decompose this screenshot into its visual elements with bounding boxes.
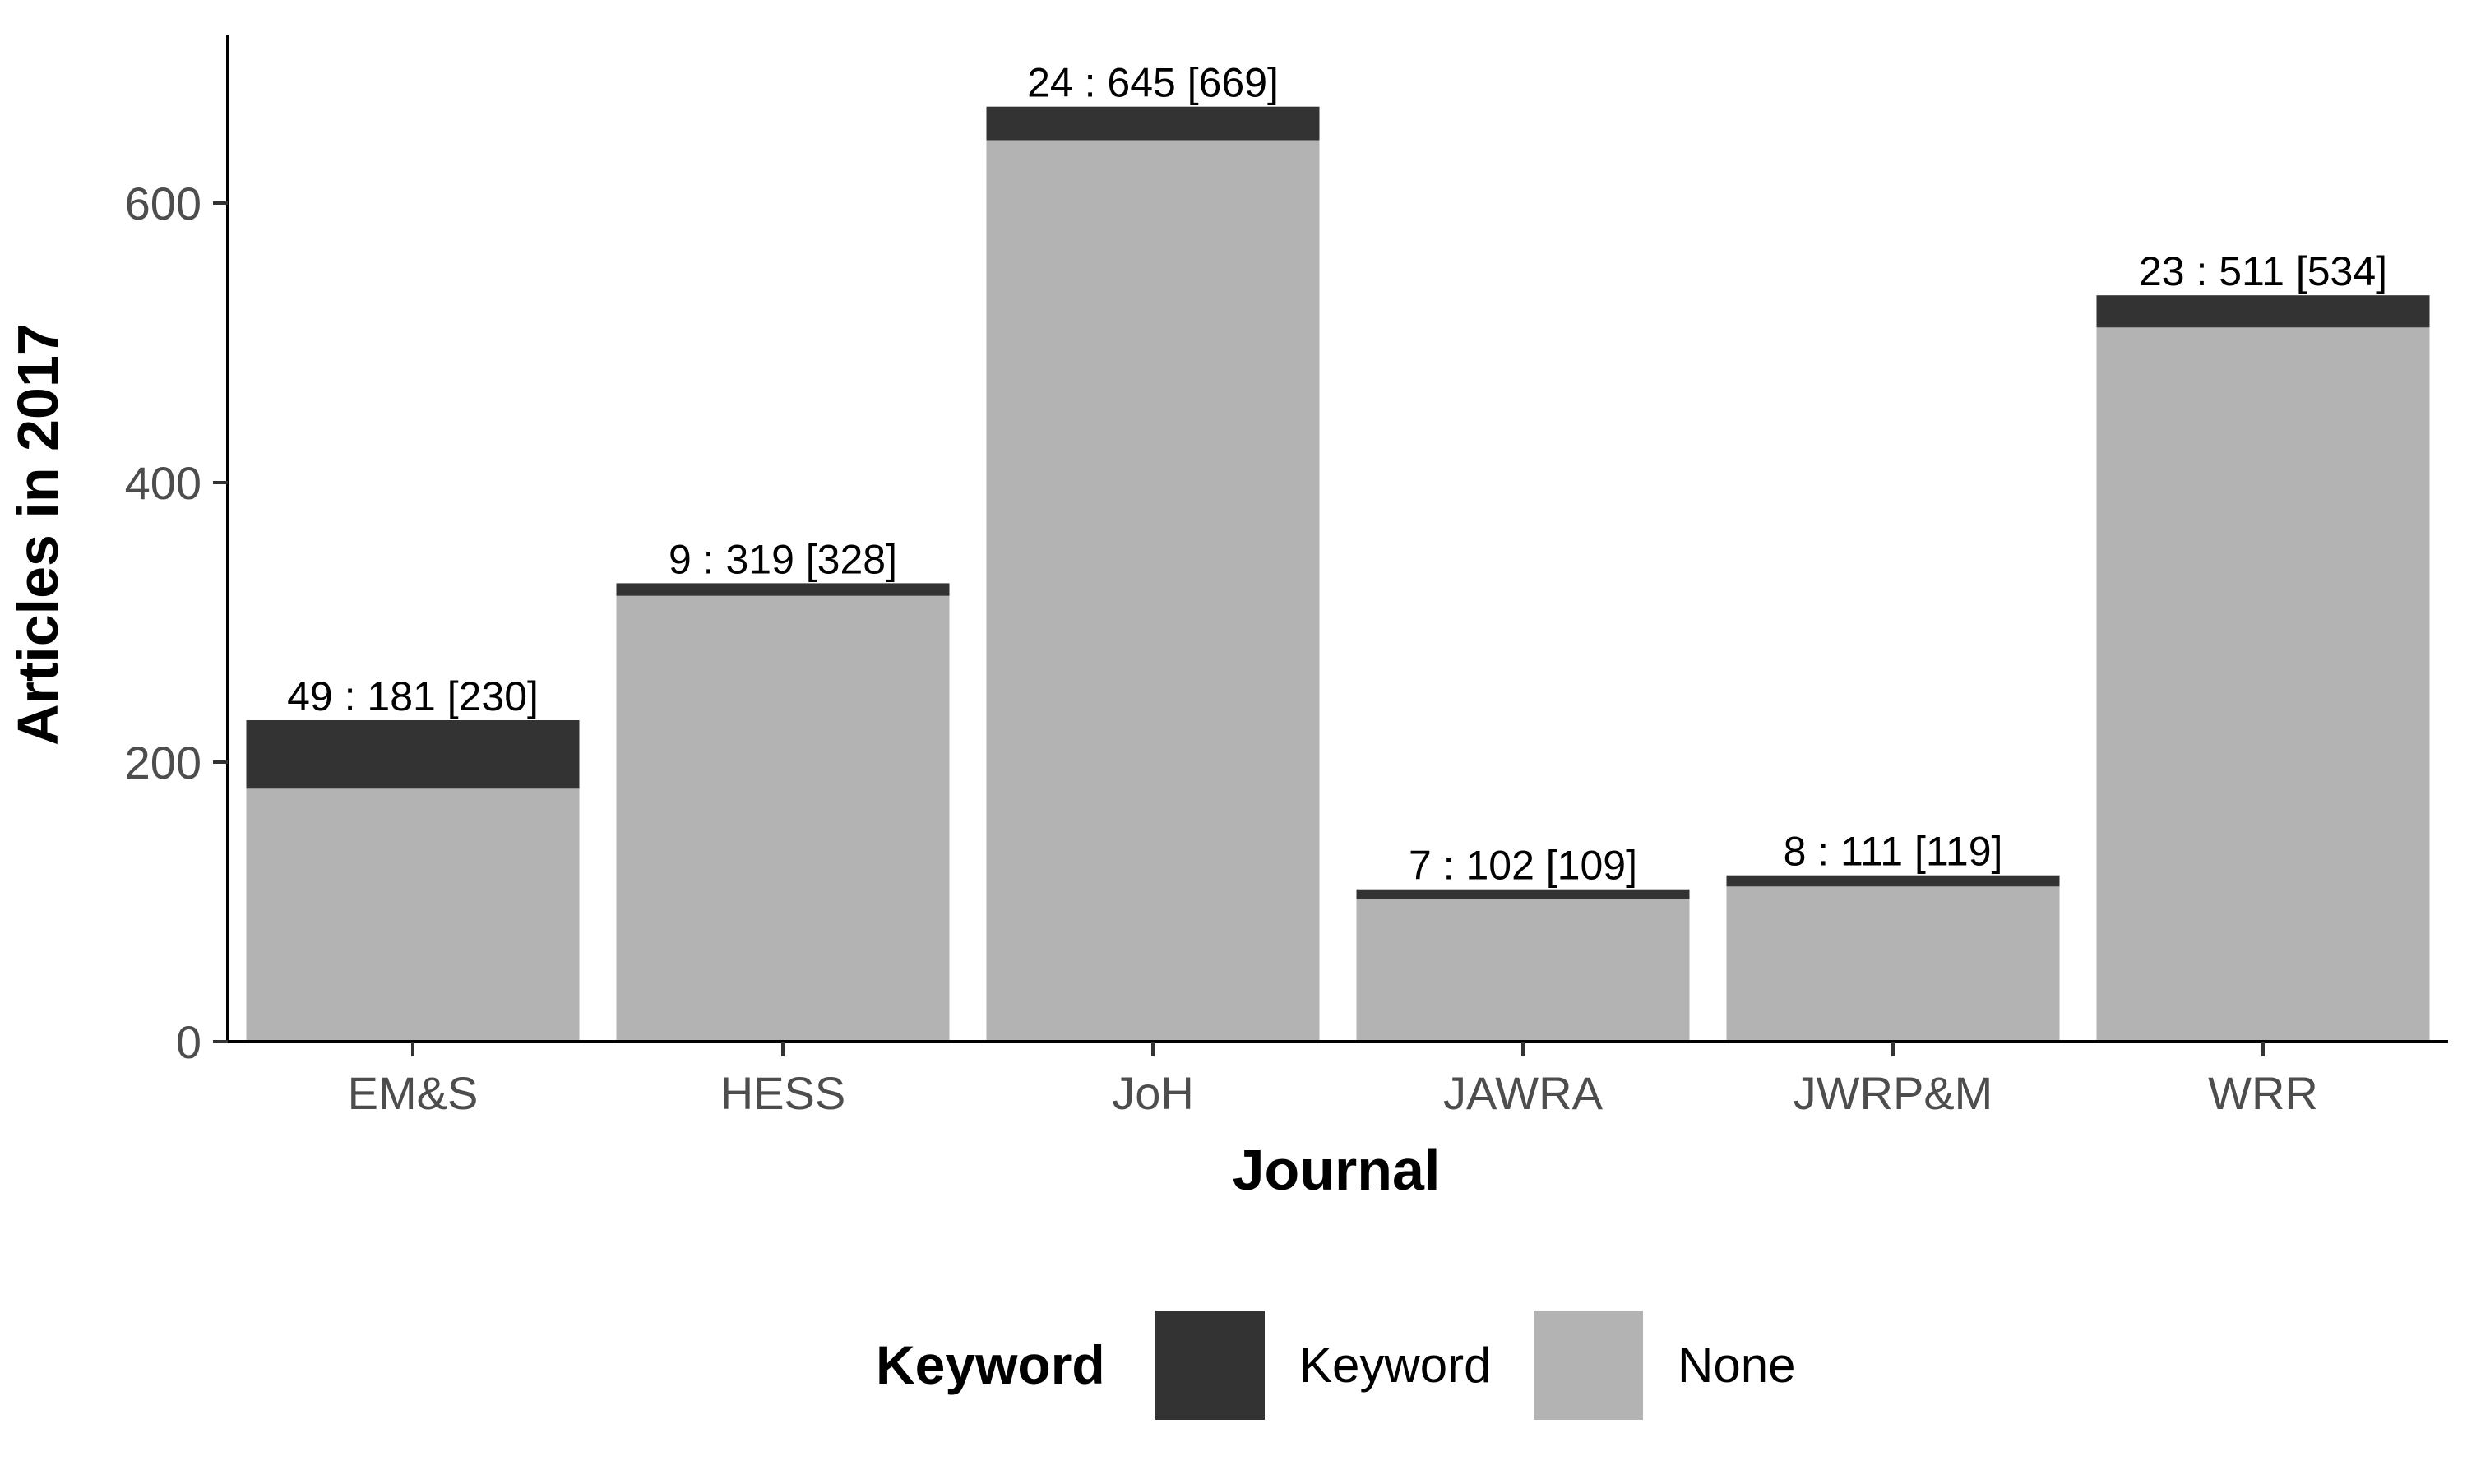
bar-keyword-em-s: [246, 720, 580, 789]
bar-none-jawra: [1356, 899, 1690, 1042]
bar-label: 49 : 181 [230]: [287, 673, 539, 719]
bar-keyword-jwrp-m: [1726, 875, 2060, 887]
bar-none-hess: [616, 595, 950, 1042]
bar-labels-layer: 49 : 181 [230] 9 : 319 [328] 24 : 645 [669…: [287, 60, 2387, 889]
y-axis-title: Articles in 2017: [6, 323, 70, 746]
legend-label-keyword: Keyword: [1299, 1338, 1491, 1393]
x-tick-label: HESS: [720, 1067, 846, 1119]
bars-layer: [246, 106, 2430, 1042]
y-tick-label: 400: [125, 457, 201, 509]
legend-swatch-keyword: [1155, 1311, 1265, 1420]
y-tick-label: 0: [176, 1016, 201, 1068]
legend: Keyword Keyword None: [876, 1311, 1795, 1420]
y-ticks: 0 200 400 600: [125, 178, 228, 1068]
bar-label: 9 : 319 [328]: [669, 536, 897, 582]
bar-label: 24 : 645 [669]: [1027, 60, 1279, 106]
bar-none-wrr: [2096, 327, 2430, 1042]
legend-swatch-none: [1534, 1311, 1643, 1420]
bar-none-joh: [986, 140, 1320, 1042]
x-tick-label: EM&S: [348, 1067, 479, 1119]
y-tick-label: 200: [125, 737, 201, 788]
bar-label: 7 : 102 [109]: [1409, 843, 1637, 889]
x-tick-label: WRR: [2208, 1067, 2318, 1119]
x-tick-label: JWRP&M: [1794, 1067, 1993, 1119]
bar-keyword-jawra: [1356, 889, 1690, 899]
x-tick-label: JAWRA: [1443, 1067, 1604, 1119]
bar-none-em-s: [246, 788, 580, 1042]
x-tick-label: JoH: [1112, 1067, 1194, 1119]
bar-keyword-wrr: [2096, 295, 2430, 328]
legend-label-none: None: [1678, 1338, 1795, 1393]
y-tick-label: 600: [125, 178, 201, 229]
x-axis-title: Journal: [1233, 1138, 1441, 1202]
bar-keyword-joh: [986, 106, 1320, 141]
x-ticks: EM&S HESS JoH JAWRA JWRP&M WRR: [348, 1042, 2318, 1119]
bar-label: 23 : 511 [534]: [2139, 248, 2387, 294]
bar-label: 8 : 111 [119]: [1784, 829, 2003, 875]
bar-keyword-hess: [616, 583, 950, 596]
bar-none-jwrp-m: [1726, 886, 2060, 1042]
legend-title: Keyword: [876, 1334, 1105, 1395]
